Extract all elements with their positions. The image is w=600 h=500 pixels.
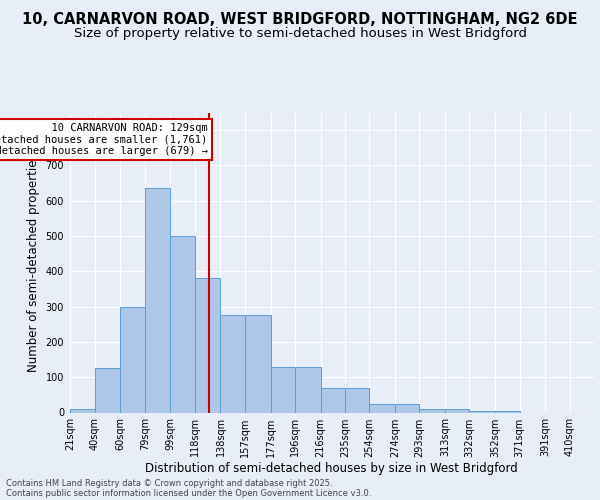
Text: Contains HM Land Registry data © Crown copyright and database right 2025.: Contains HM Land Registry data © Crown c… <box>6 478 332 488</box>
Bar <box>70 409 95 412</box>
Bar <box>445 409 469 412</box>
Text: 10, CARNARVON ROAD, WEST BRIDGFORD, NOTTINGHAM, NG2 6DE: 10, CARNARVON ROAD, WEST BRIDGFORD, NOTT… <box>22 12 578 28</box>
Text: 10 CARNARVON ROAD: 129sqm
← 72% of semi-detached houses are smaller (1,761)
  28: 10 CARNARVON ROAD: 129sqm ← 72% of semi-… <box>0 123 208 156</box>
Bar <box>320 388 345 412</box>
Bar <box>419 409 445 412</box>
Bar <box>220 316 245 412</box>
Bar <box>469 410 495 412</box>
Bar <box>245 316 271 412</box>
Text: Contains public sector information licensed under the Open Government Licence v3: Contains public sector information licen… <box>6 488 371 498</box>
Bar <box>295 366 320 412</box>
Bar <box>145 188 170 412</box>
Text: Size of property relative to semi-detached houses in West Bridgford: Size of property relative to semi-detach… <box>74 28 527 40</box>
Bar <box>395 404 419 412</box>
Bar <box>95 368 121 412</box>
Bar <box>370 404 395 412</box>
Bar <box>271 366 295 412</box>
Bar <box>195 278 220 412</box>
Bar <box>170 236 195 412</box>
X-axis label: Distribution of semi-detached houses by size in West Bridgford: Distribution of semi-detached houses by … <box>145 462 518 475</box>
Bar <box>345 388 370 412</box>
Bar <box>121 306 145 412</box>
Y-axis label: Number of semi-detached properties: Number of semi-detached properties <box>27 153 40 372</box>
Bar <box>495 410 520 412</box>
